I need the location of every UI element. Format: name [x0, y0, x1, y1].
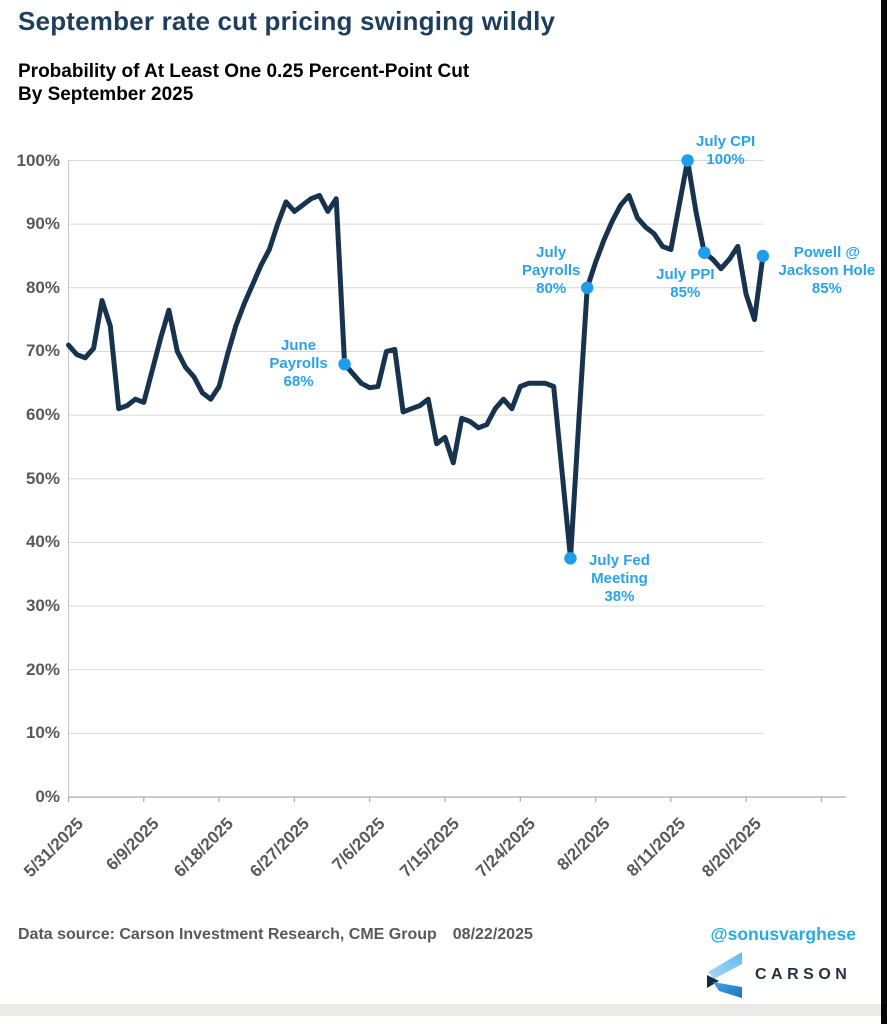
- data-point-july-ppi: [698, 246, 711, 259]
- carson-wordmark: CARSON: [755, 966, 852, 983]
- annotation-july-cpi: July CPI 100%: [696, 133, 755, 169]
- x-tick-label: 8/20/2025: [697, 814, 765, 881]
- y-tick-label: 30%: [25, 596, 60, 616]
- y-tick-label: 60%: [25, 405, 60, 425]
- annotation-line: 38%: [604, 588, 635, 606]
- screenshot-right-edge: [881, 0, 887, 1024]
- annotation-line: 85%: [811, 279, 842, 297]
- annotation-line: 85%: [670, 283, 701, 301]
- annotation-line: Meeting: [591, 570, 648, 588]
- data-source-note: Data source: Carson Investment Research,…: [18, 926, 533, 944]
- page-title: September rate cut pricing swinging wild…: [18, 6, 556, 36]
- annotation-powell-jackson-hole: Powell @ Jackson Hole 85%: [779, 244, 876, 298]
- data-point-powell-jackson-hole: [756, 249, 770, 263]
- annotation-line: Jackson Hole: [778, 261, 876, 279]
- x-tick-label: 6/9/2025: [101, 814, 163, 875]
- chart-subtitle-line1: Probability of At Least One 0.25 Percent…: [18, 61, 470, 82]
- x-tick-label: 5/31/2025: [20, 814, 87, 881]
- data-source-text: Data source: Carson Investment Research,…: [18, 926, 437, 943]
- annotation-july-ppi: July PPI 85%: [656, 266, 714, 302]
- annotation-line: 80%: [536, 279, 567, 297]
- annotation-june-payrolls: June Payrolls 68%: [269, 337, 327, 391]
- annotation-line: July Fed: [589, 552, 650, 570]
- x-tick-label: 6/27/2025: [245, 814, 313, 881]
- carson-logo-icon: [707, 952, 742, 998]
- annotation-line: Powell @: [793, 243, 861, 261]
- probability-line: [66, 158, 766, 561]
- x-tick-label: 6/18/2025: [170, 814, 238, 881]
- chart-subtitle-line2: By September 2025: [18, 84, 194, 105]
- data-point-july-fed-meeting: [564, 552, 577, 565]
- annotation-line: July CPI: [695, 132, 756, 150]
- as-of-date: 08/22/2025: [452, 926, 533, 943]
- annotation-line: 68%: [283, 373, 314, 391]
- annotation-line: 100%: [706, 150, 745, 168]
- y-tick-label: 90%: [25, 214, 60, 234]
- y-tick-label: 0%: [35, 787, 60, 806]
- annotation-line: Payrolls: [269, 355, 328, 373]
- x-tick-label: 7/24/2025: [471, 814, 539, 881]
- annotation-july-payrolls: July Payrolls 80%: [522, 244, 580, 298]
- x-tick-label: 8/11/2025: [623, 814, 690, 881]
- screenshot-bottom-edge: [0, 1004, 881, 1016]
- twitter-handle: @sonusvarghese: [710, 924, 856, 944]
- y-tick-label: 70%: [25, 341, 60, 361]
- data-point-july-cpi: [681, 154, 694, 167]
- y-tick-label: 80%: [25, 277, 60, 297]
- x-tick-label: 7/15/2025: [396, 814, 464, 881]
- annotation-line: July PPI: [656, 265, 715, 283]
- y-tick-label: 20%: [25, 659, 60, 679]
- annotation-line: June: [281, 337, 317, 355]
- x-tick-label: 8/2/2025: [553, 814, 614, 875]
- x-tick-label: 7/6/2025: [327, 814, 389, 875]
- chart-subtitle: Probability of At Least One 0.25 Percent…: [18, 60, 469, 106]
- y-tick-label: 40%: [25, 532, 60, 552]
- y-tick-label: 100%: [16, 150, 60, 170]
- annotation-line: Payrolls: [522, 261, 581, 279]
- y-tick-label: 10%: [25, 723, 60, 743]
- annotation-line: July: [536, 243, 567, 261]
- y-tick-label: 50%: [25, 468, 60, 488]
- data-point-july-payrolls: [580, 281, 594, 294]
- annotation-july-fed-meeting: July Fed Meeting 38%: [589, 552, 650, 606]
- data-point-june-payrolls: [338, 357, 351, 371]
